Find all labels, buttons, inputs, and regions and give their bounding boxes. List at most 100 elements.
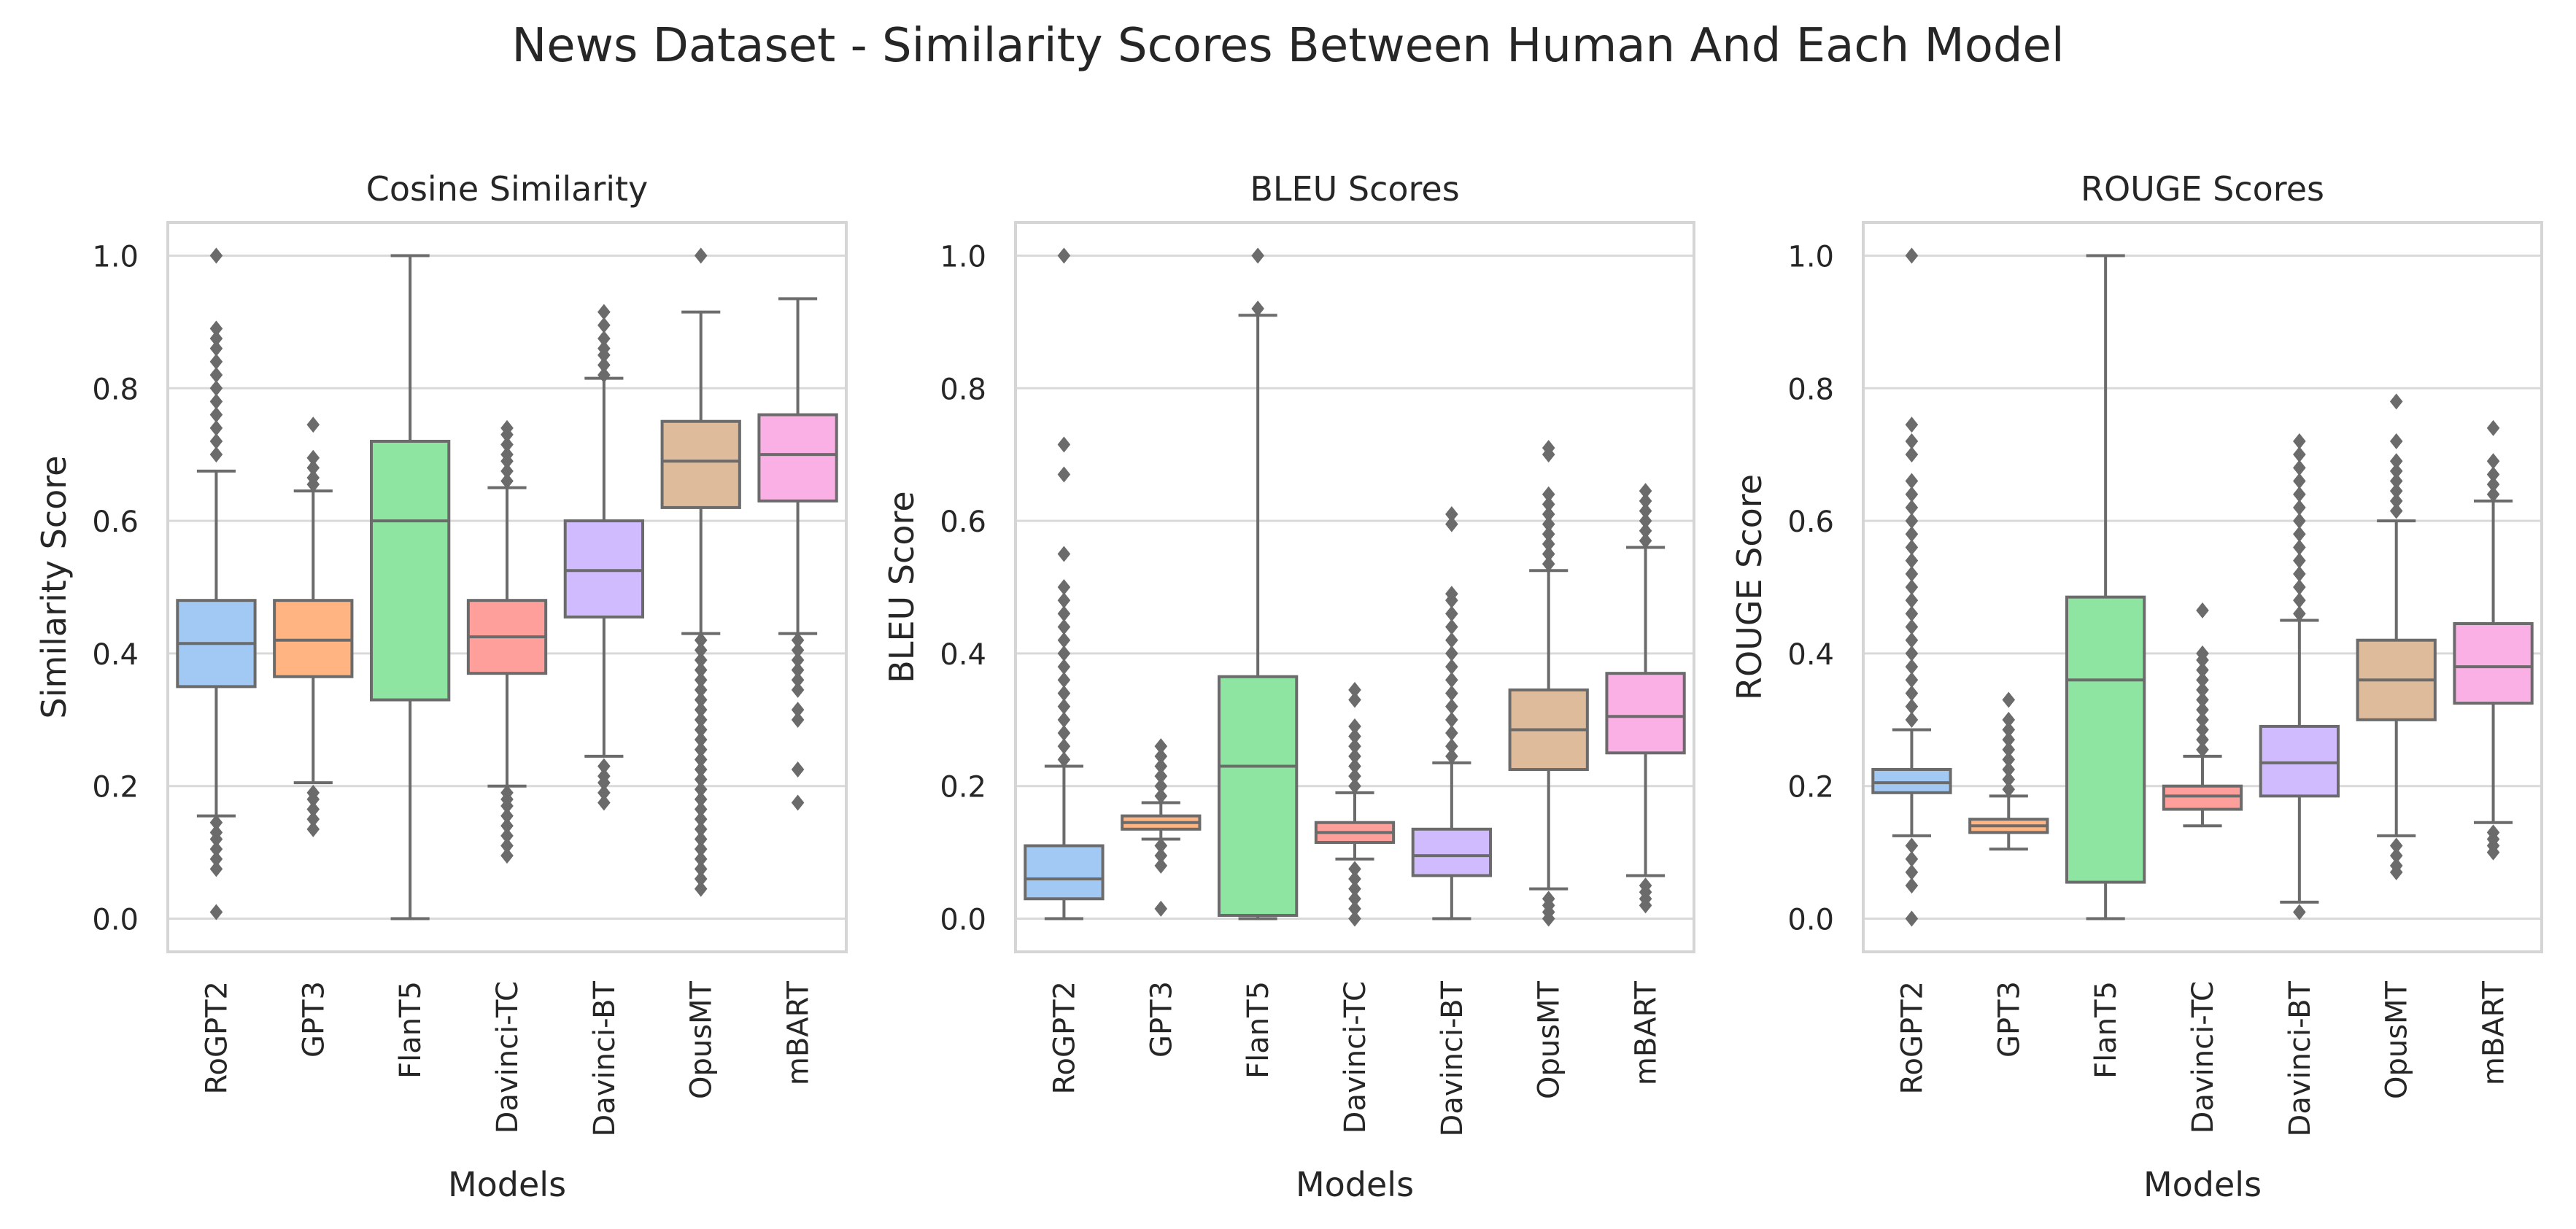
- outlier-point: [1905, 837, 1919, 854]
- outlier-point: [694, 850, 708, 867]
- outlier-point: [2196, 721, 2209, 738]
- outlier-point: [2002, 781, 2016, 798]
- outlier-point: [2293, 433, 2306, 449]
- y-tick-label: 1.0: [940, 240, 986, 274]
- outlier-point: [597, 794, 611, 811]
- outlier-point: [1905, 592, 1919, 609]
- box-rogpt2: [1871, 768, 1952, 794]
- x-tick-label: Davinci-TC: [1339, 981, 1372, 1133]
- x-tick-label: GPT3: [1145, 981, 1178, 1058]
- outlier-point: [1905, 685, 1919, 702]
- outlier-point: [1445, 685, 1458, 702]
- x-axis-label: Models: [448, 1165, 566, 1204]
- y-tick-label: 0.6: [1787, 505, 1834, 539]
- outlier-point: [597, 330, 611, 347]
- x-tick-label: RoGPT2: [200, 981, 233, 1094]
- outlier-point: [1905, 877, 1919, 894]
- outlier-point: [694, 652, 708, 668]
- outlier-point: [209, 367, 223, 384]
- box-rogpt2: [1024, 844, 1105, 901]
- y-tick-label: 0.6: [940, 505, 986, 539]
- outlier-point: [1542, 535, 1555, 552]
- x-tick-label: Davinci-TC: [2186, 981, 2220, 1133]
- outlier-point: [209, 814, 223, 831]
- outlier-point: [1057, 605, 1071, 622]
- figure-title: News Dataset - Similarity Scores Between…: [511, 19, 2065, 73]
- outlier-point: [1057, 672, 1071, 689]
- outlier-point: [1905, 433, 1919, 449]
- outlier-point: [2293, 446, 2306, 463]
- outlier-point: [791, 761, 805, 778]
- y-tick-label: 0.4: [92, 638, 139, 672]
- outlier-point: [2389, 492, 2403, 509]
- x-tick-label: GPT3: [297, 981, 330, 1058]
- subplot-bleu-scores: 0.0 0.2 0.4 0.6 0.8 1.0 RoGPT2 GPT3 FlanT5 Davinc…: [882, 169, 1695, 1204]
- outlier-point: [1154, 857, 1168, 874]
- outlier-point: [694, 871, 708, 887]
- outlier-point: [1057, 466, 1071, 483]
- box-gpt3: [273, 599, 354, 678]
- outlier-point: [1905, 579, 1919, 595]
- outlier-point: [1445, 738, 1458, 755]
- outlier-point: [1639, 522, 1652, 539]
- outlier-point: [1905, 526, 1919, 543]
- outlier-point: [1251, 247, 1264, 264]
- outlier-point: [2389, 462, 2403, 479]
- outlier-point: [1445, 698, 1458, 715]
- outlier-point: [1348, 748, 1361, 764]
- y-tick-label: 0.4: [940, 638, 986, 672]
- outlier-point: [209, 247, 223, 264]
- outlier-point: [209, 841, 223, 858]
- outlier-point: [500, 446, 514, 463]
- outlier-point: [500, 818, 514, 834]
- outlier-point: [1348, 880, 1361, 897]
- x-tick-label: Davinci-TC: [491, 981, 525, 1133]
- outlier-point: [2293, 904, 2306, 920]
- outlier-point: [2486, 466, 2500, 483]
- outlier-point: [1445, 725, 1458, 741]
- outlier-point: [2389, 473, 2403, 489]
- outlier-point: [694, 642, 708, 659]
- outlier-point: [597, 367, 611, 384]
- outlier-point: [1348, 758, 1361, 775]
- x-tick-label: OpusMT: [2380, 980, 2414, 1099]
- outlier-point: [597, 340, 611, 357]
- box-davinci-bt: [2259, 724, 2340, 798]
- outlier-point: [500, 827, 514, 844]
- outlier-point: [1057, 725, 1071, 741]
- outlier-point: [1445, 748, 1458, 764]
- outlier-point: [209, 904, 223, 920]
- outlier-point: [2196, 681, 2209, 698]
- outlier-point: [1251, 301, 1264, 317]
- x-tick-label: mBART: [782, 980, 816, 1085]
- axes-frame: [1862, 221, 2543, 953]
- outlier-point: [2389, 503, 2403, 519]
- box-davinci-tc: [2162, 784, 2243, 811]
- outlier-point: [1445, 605, 1458, 622]
- y-tick-label: 0.0: [940, 904, 986, 937]
- outlier-point: [306, 449, 320, 466]
- outlier-point: [1542, 546, 1555, 562]
- outlier-point: [1445, 645, 1458, 662]
- outlier-point: [694, 861, 708, 877]
- outlier-point: [791, 632, 805, 648]
- outlier-point: [2293, 473, 2306, 489]
- y-tick-label: 1.0: [1787, 240, 1834, 274]
- outlier-point: [2293, 513, 2306, 530]
- outlier-point: [2389, 857, 2403, 874]
- y-axis-label: BLEU Score: [882, 491, 921, 683]
- outlier-point: [209, 320, 223, 337]
- outlier-point: [209, 824, 223, 841]
- outlier-point: [1905, 850, 1919, 867]
- outlier-point: [1542, 516, 1555, 532]
- outlier-point: [1057, 645, 1071, 662]
- x-tick-label: OpusMT: [1533, 980, 1566, 1099]
- outlier-point: [1905, 247, 1919, 264]
- outlier-point: [1905, 605, 1919, 622]
- x-tick-label: Davinci-BT: [2283, 980, 2317, 1136]
- outlier-point: [791, 681, 805, 698]
- outlier-point: [1639, 532, 1652, 549]
- y-tick-label: 0.6: [92, 505, 139, 539]
- outlier-point: [694, 751, 708, 768]
